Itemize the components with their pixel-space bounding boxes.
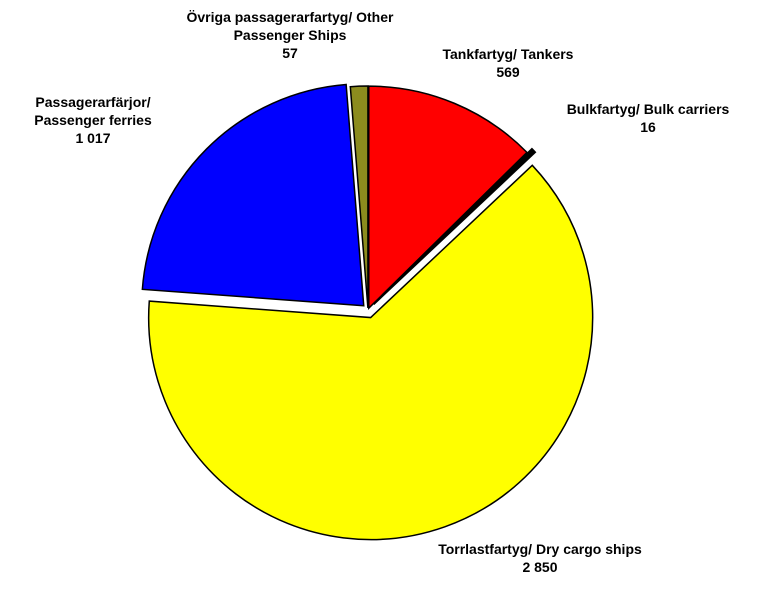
pie-slice [373,147,537,305]
value-label: 2 850 [522,559,558,575]
value-label: 569 [496,64,520,80]
slice-label: Övriga passagerarfartyg/ Other Passenger… [165,8,415,62]
category-label: Tankfartyg/ Tankers [442,46,574,62]
pie-slice [368,85,528,310]
value-label: 1 017 [75,130,111,146]
slice-label: Bulkfartyg/ Bulk carriers 16 [533,100,757,136]
category-label: Övriga passagerarfartyg/ Other Passenger… [186,9,394,43]
value-label: 16 [640,119,656,135]
category-label: Passagerarfärjor/ Passenger ferries [34,94,152,128]
slice-label: Torrlastfartyg/ Dry cargo ships 2 850 [420,540,660,576]
category-label: Bulkfartyg/ Bulk carriers [566,101,730,117]
slice-label: Tankfartyg/ Tankers 569 [408,45,608,81]
pie-slice [147,164,594,541]
value-label: 57 [282,45,298,61]
slice-label: Passagerarfärjor/ Passenger ferries 1 017 [6,93,181,147]
pie-slice [141,83,365,307]
pie-slice [349,85,369,309]
category-label: Torrlastfartyg/ Dry cargo ships [438,541,642,557]
